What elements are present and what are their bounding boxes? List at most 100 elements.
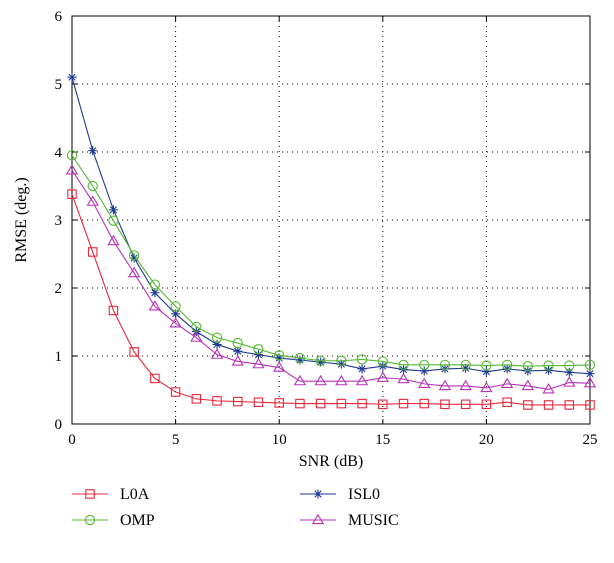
series-omp — [66, 150, 596, 372]
data-point-music — [335, 374, 348, 386]
data-point-music — [521, 379, 535, 391]
data-point-music — [86, 195, 99, 206]
data-point-music — [500, 377, 514, 389]
data-point-l0a — [170, 387, 181, 397]
data-point-music — [127, 266, 141, 278]
marker-stroke — [314, 490, 322, 498]
data-point-l0a — [191, 394, 202, 404]
data-point-music — [583, 376, 597, 388]
data-point-l0a — [67, 189, 77, 199]
x-tick-label: 0 — [68, 432, 76, 448]
data-point-isl0 — [108, 205, 118, 215]
data-point-omp — [501, 359, 513, 370]
marker-stroke — [151, 289, 159, 297]
data-point-omp — [232, 337, 243, 349]
marker-stroke — [337, 360, 345, 368]
data-point-isl0 — [481, 367, 491, 377]
marker-stroke — [130, 254, 138, 262]
data-point-music — [563, 376, 576, 387]
marker-stroke — [586, 370, 594, 378]
legend-marker — [84, 514, 96, 526]
data-point-l0a — [523, 400, 533, 410]
data-point-l0a — [481, 399, 492, 410]
data-point-isl0 — [316, 357, 326, 367]
data-point-omp — [356, 354, 368, 365]
data-point-l0a — [357, 398, 367, 409]
data-point-l0a — [129, 347, 139, 357]
data-point-isl0 — [253, 350, 263, 360]
data-point-music — [542, 383, 555, 394]
data-point-omp — [108, 215, 119, 226]
legend-item-omp: OMP — [72, 512, 155, 529]
marker-stroke — [68, 73, 76, 81]
series-line-l0a — [71, 193, 590, 406]
data-point-omp — [149, 279, 161, 290]
x-tick-label: 25 — [583, 432, 598, 448]
data-point-omp — [211, 332, 223, 343]
y-tick-label: 2 — [55, 281, 63, 297]
data-point-omp — [170, 301, 181, 312]
data-point-omp — [522, 361, 533, 372]
data-point-music — [459, 379, 472, 391]
data-point-music — [148, 300, 162, 311]
data-point-l0a — [233, 396, 243, 407]
marker-stroke — [358, 365, 366, 373]
data-point-l0a — [502, 397, 512, 407]
marker-stroke — [462, 364, 470, 372]
data-point-omp — [564, 360, 575, 371]
data-point-isl0 — [295, 355, 305, 365]
data-point-l0a — [315, 398, 326, 409]
x-tick-label: 5 — [172, 432, 180, 448]
data-point-l0a — [398, 398, 409, 409]
legend-label: L0A — [120, 486, 150, 503]
legend-item-isl0: ISL0 — [300, 486, 380, 503]
legend-marker — [311, 513, 325, 525]
y-tick-label: 6 — [55, 9, 63, 25]
x-tick-label: 10 — [272, 432, 287, 448]
data-point-l0a — [108, 305, 119, 316]
legend-marker — [85, 489, 95, 499]
data-point-omp — [543, 360, 554, 371]
data-point-l0a — [87, 247, 98, 257]
legend-label: MUSIC — [348, 512, 399, 529]
data-point-music — [273, 361, 286, 372]
data-point-music — [65, 164, 79, 175]
data-point-omp — [439, 359, 451, 370]
data-point-l0a — [295, 398, 305, 409]
data-point-music — [418, 377, 431, 389]
legend-label: ISL0 — [348, 486, 380, 503]
data-point-l0a — [336, 398, 347, 409]
data-point-isl0 — [233, 346, 243, 356]
data-point-l0a — [564, 400, 575, 410]
legend-item-l0a: L0A — [72, 486, 150, 503]
marker-stroke — [109, 206, 118, 214]
data-point-omp — [377, 356, 388, 367]
data-point-music — [376, 371, 389, 382]
data-point-music — [355, 374, 369, 386]
data-point-omp — [315, 355, 326, 366]
data-point-l0a — [460, 399, 471, 410]
data-point-music — [293, 374, 307, 386]
y-tick-label: 5 — [55, 77, 63, 93]
data-point-omp — [460, 359, 471, 370]
plot-area — [71, 15, 591, 425]
legend: L0A ISL0 OMP MUSIC — [72, 486, 399, 529]
data-point-l0a — [253, 397, 264, 407]
data-point-omp — [274, 350, 285, 361]
data-point-l0a — [212, 396, 222, 406]
data-point-l0a — [150, 373, 160, 384]
data-point-omp — [129, 250, 140, 261]
data-point-l0a — [274, 398, 284, 408]
data-point-omp — [419, 359, 430, 370]
axis-ticks: 0 5 10 15 20 25 0 1 2 3 4 5 6 — [55, 9, 598, 448]
y-tick-label: 1 — [55, 349, 63, 365]
data-point-music — [252, 357, 265, 369]
data-point-music — [190, 331, 203, 342]
x-axis-label: SNR (dB) — [299, 453, 363, 470]
legend-marker — [313, 489, 323, 499]
x-tick-label: 15 — [375, 432, 390, 448]
data-point-l0a — [378, 399, 388, 410]
data-point-omp — [66, 150, 78, 161]
data-point-music — [438, 379, 452, 391]
